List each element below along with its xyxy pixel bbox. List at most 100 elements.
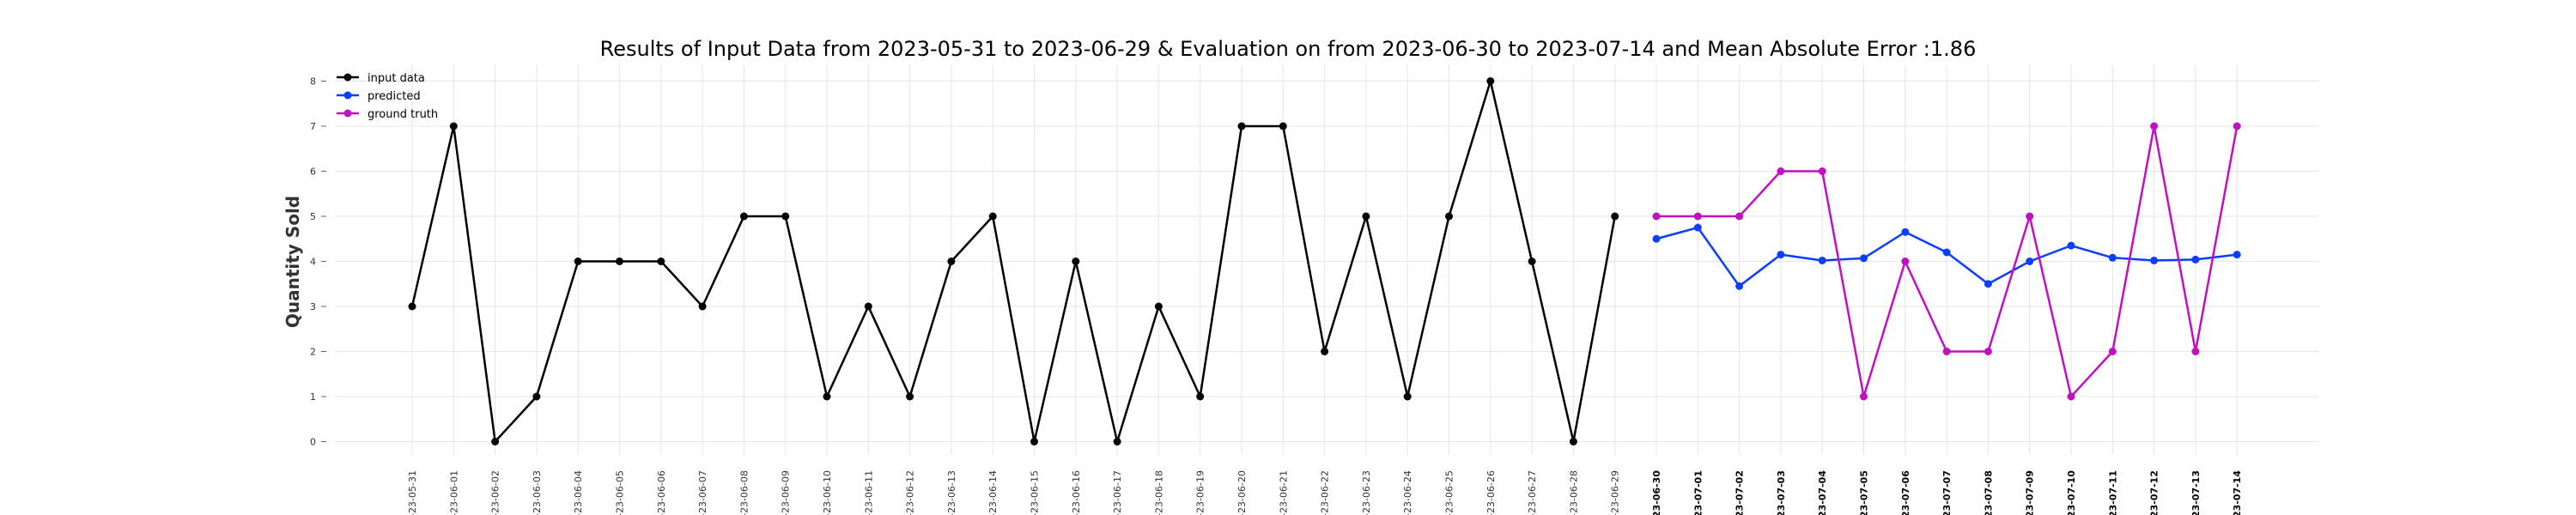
x-tick-label: -23-06-20 [1236,470,1248,515]
x-tick-label: -23-06-12 [905,470,916,515]
data-point [2191,255,2200,264]
data-point [2150,122,2159,130]
legend: input data predicted ground truth [337,72,438,121]
y-axis-label: Quantity Sold [283,196,303,328]
data-point [1569,438,1577,445]
y-tick-label: 4 [310,257,316,268]
data-point [1196,392,1205,401]
x-tick-label: -23-07-06 [1900,470,1911,515]
data-point [1693,212,1702,221]
data-point [408,302,416,311]
data-point [1279,122,1287,130]
data-point [2233,251,2241,259]
data-point [2067,392,2075,401]
data-point [1984,348,1992,355]
data-point [947,258,956,265]
x-tick-label: -23-06-14 [987,470,999,515]
x-tick-label: -23-05-31 [407,470,418,515]
data-point [491,438,500,445]
data-point [2191,348,2200,355]
x-tick-label: -23-06-23 [1361,470,1372,515]
data-point [1154,302,1163,311]
data-point [1901,227,1910,236]
x-tick-label: -23-06-25 [1444,470,1455,515]
data-point [574,258,582,265]
data-point [781,212,790,221]
data-point [2150,256,2159,264]
data-point [1777,251,1785,259]
legend-label: input data [368,72,425,85]
data-point [698,302,707,311]
data-point [1362,212,1370,221]
y-tick-label: 1 [310,391,316,403]
x-tick-label: -23-06-27 [1527,470,1538,515]
data-point [1486,77,1495,85]
y-ticks: 0 1 2 3 4 5 6 7 8 [310,76,326,448]
data-point [1901,258,1910,265]
x-tick-label: -23-06-16 [1071,470,1082,515]
data-point [1528,258,1536,265]
x-tick-label: -23-07-11 [2107,470,2118,515]
data-point [864,302,872,311]
x-tick-label: -23-07-12 [2149,470,2160,515]
data-point [1942,248,1951,257]
x-tick-label: -23-06-10 [822,470,833,515]
legend-marker [343,91,352,100]
x-tick-label: -23-07-08 [1983,470,1994,515]
series-layer [408,77,2241,445]
data-point [988,212,997,221]
data-point [1984,280,1992,288]
x-tick-label: -23-06-15 [1030,470,1041,515]
data-point [823,392,831,401]
x-tick-label: -23-06-29 [1610,470,1621,515]
data-point [1445,212,1453,221]
x-tick-label: -23-06-06 [656,470,667,515]
data-point [2108,348,2117,355]
data-point [1860,254,1868,263]
y-tick-label: 2 [310,347,316,358]
data-point [2067,241,2075,250]
x-tick-label: -23-06-21 [1278,470,1289,515]
data-point [1777,167,1785,175]
legend-marker [343,73,352,82]
y-tick-label: 8 [310,76,316,88]
y-tick-label: 5 [310,211,316,222]
y-tick-label: 0 [310,437,316,448]
x-tick-label: -23-06-28 [1568,470,1579,515]
data-point [1818,256,1826,264]
x-tick-label: -23-06-09 [781,470,792,515]
x-tick-label: -23-07-09 [2025,470,2036,515]
legend-label: predicted [368,90,421,103]
chart-title: Results of Input Data from 2023-05-31 to… [600,37,1977,61]
data-point [2026,212,2034,221]
x-tick-label: -23-07-14 [2232,470,2243,515]
data-point [1942,348,1951,355]
x-tick-label: -23-06-04 [573,470,584,515]
data-point [1860,392,1868,401]
data-point [1652,212,1661,221]
data-point [2108,253,2117,262]
x-tick-label: -23-07-04 [1817,470,1828,515]
data-point [1403,392,1412,401]
x-tick-label: -23-07-03 [1776,470,1787,515]
series-line [410,80,1616,443]
data-point [739,212,748,221]
data-point [657,258,665,265]
x-tick-label: -23-06-24 [1402,470,1413,515]
x-ticks: -23-05-31 -23-06-01 -23-06-02 -23-06-03 -23-… [407,470,2243,515]
x-tick-label: -23-06-22 [1320,470,1331,515]
data-point [1735,282,1744,290]
data-point [1735,212,1744,221]
data-point [1652,234,1661,243]
x-tick-label: -23-07-10 [2066,470,2077,515]
x-tick-label: -23-06-08 [738,470,750,515]
data-point [1237,122,1246,130]
y-tick-label: 3 [310,301,316,312]
data-point [1113,438,1121,445]
data-point [2026,258,2034,265]
x-tick-label: -23-06-11 [863,470,874,515]
data-point [1030,438,1038,445]
data-point [1693,223,1702,232]
